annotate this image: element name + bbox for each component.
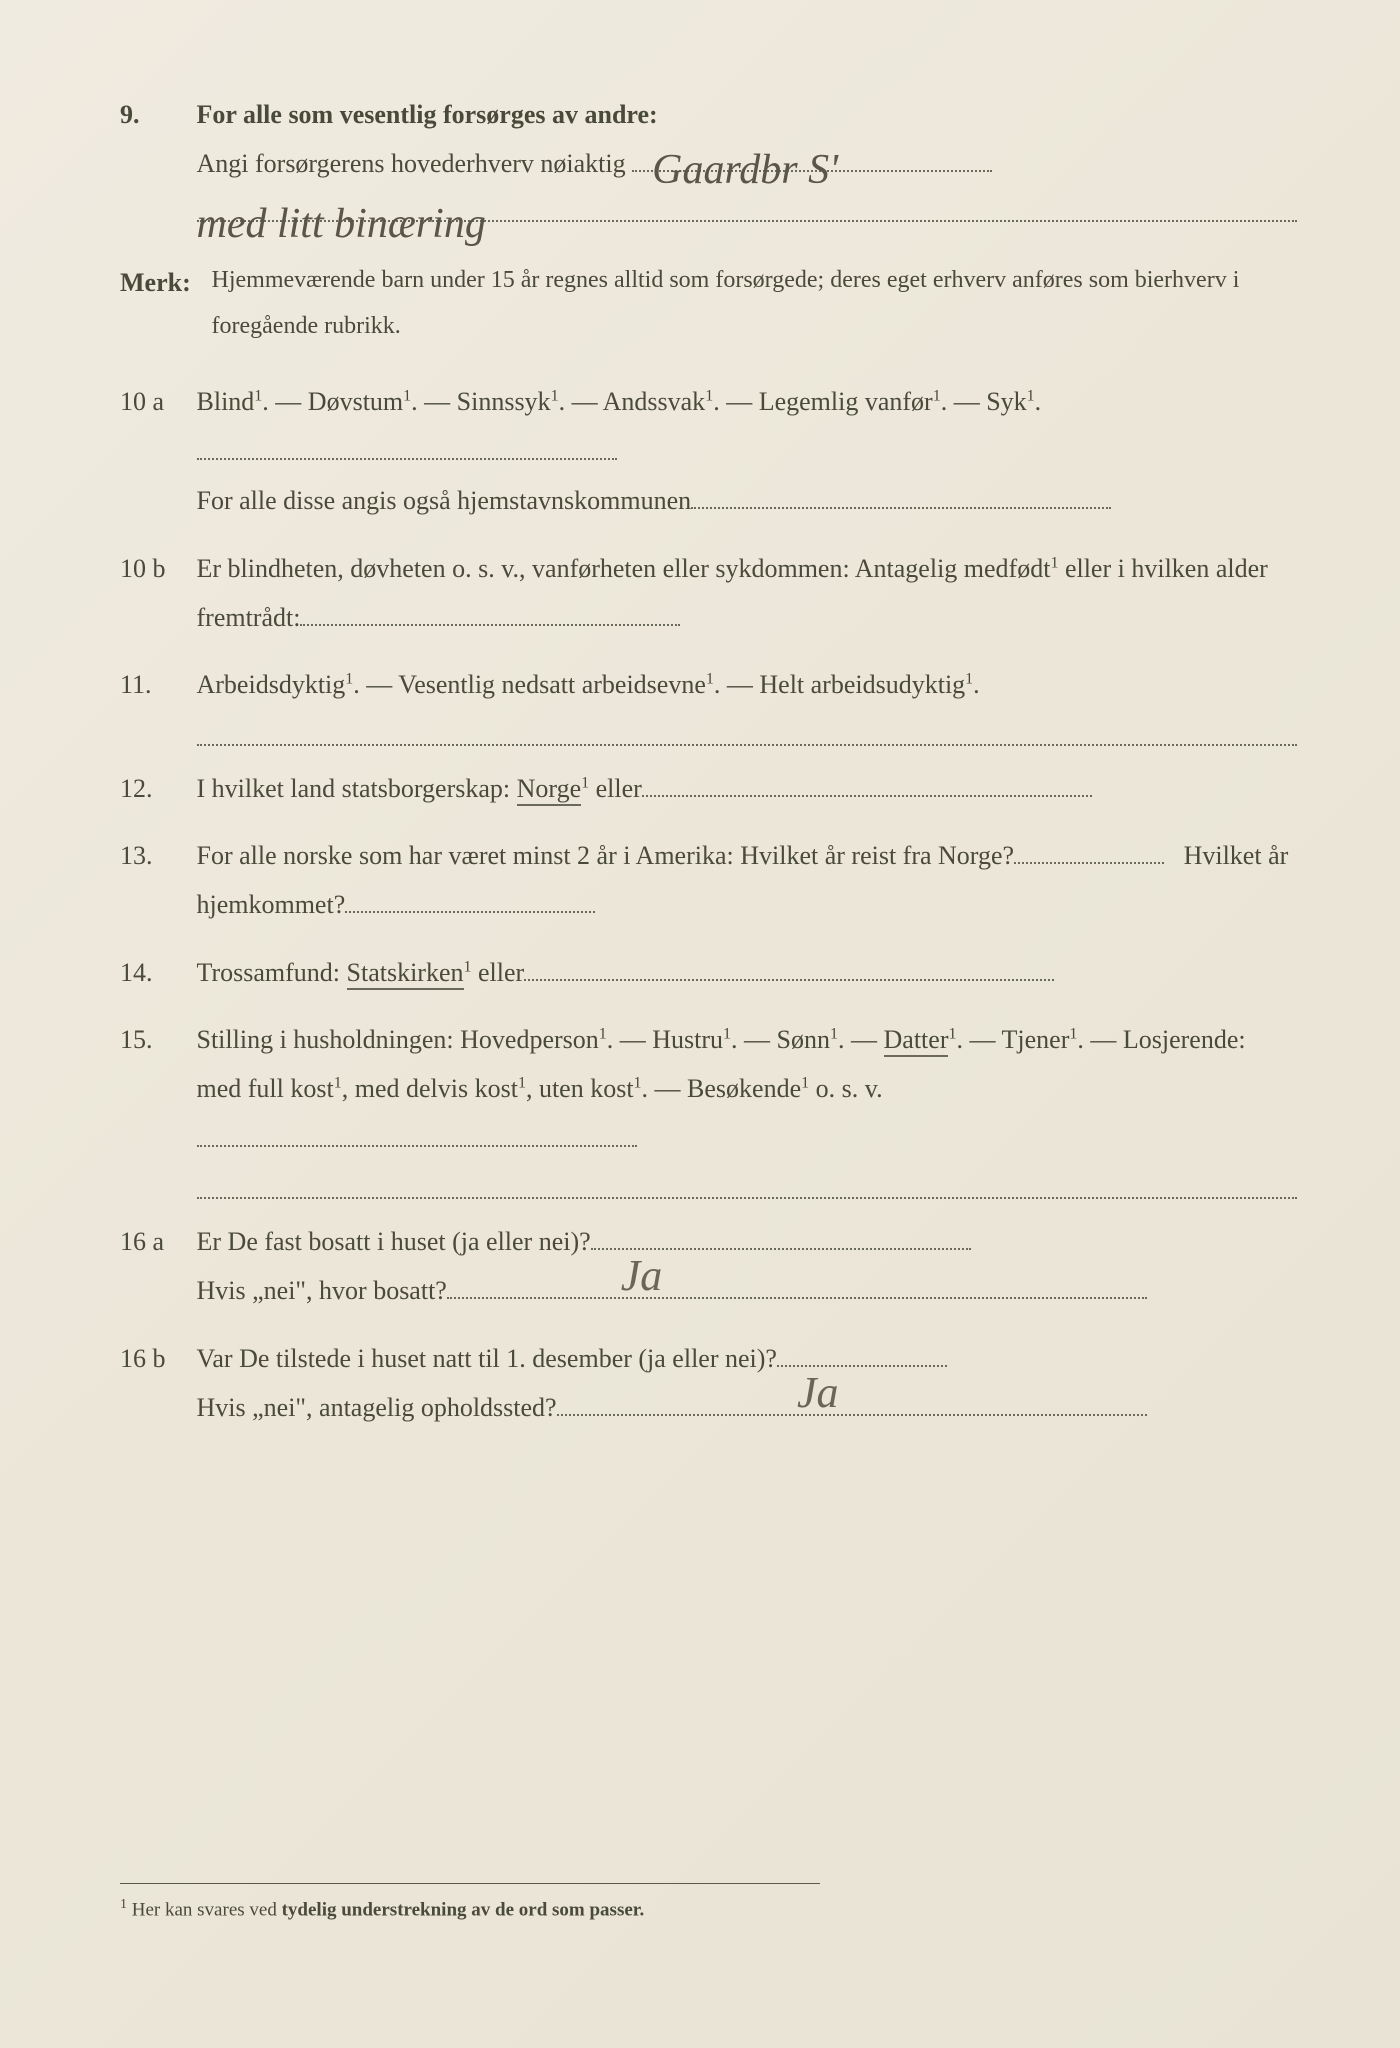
q12-norge: Norge [517,774,582,806]
q14-content: Trossamfund: Statskirken1 eller [197,948,1297,997]
q15-p5: . — Tjener [956,1025,1069,1054]
q16a-content: Er De fast bosatt i huset (ja eller nei)… [197,1217,1297,1316]
q15-pre: Stilling i husholdningen: Hovedperson [197,1025,599,1054]
q12-content: I hvilket land statsborgerskap: Norge1 e… [197,764,1297,813]
question-16a: 16 a Er De fast bosatt i huset (ja eller… [120,1217,1300,1316]
q13-fill2 [345,911,595,913]
merk-label: Merk: [120,258,205,307]
q9-number: 9. [120,90,190,139]
q11-content: Arbeidsdyktig1. — Vesentlig nedsatt arbe… [197,660,1297,745]
q10a-p0: Blind [197,387,255,416]
q10a-p6: . [1035,387,1042,416]
q10a-line2: For alle disse angis også hjemstavnskomm… [197,486,692,515]
q16a-text1: Er De fast bosatt i huset (ja eller nei)… [197,1227,591,1256]
q14-text2: eller [472,958,525,987]
q10a-fill2 [691,507,1111,509]
census-form-page: 9. For alle som vesentlig forsørges av a… [0,0,1400,2048]
q14-fill [524,979,1054,981]
q14-text1: Trossamfund: [197,958,347,987]
q12-fill [642,795,1092,797]
q9-fill-2: med litt binæring [197,220,1297,222]
q16b-fill2 [557,1414,1147,1416]
q15-p2: . — Hustru [607,1025,723,1054]
q10a-p1: . — Døvstum [262,387,403,416]
q16a-number: 16 a [120,1217,190,1266]
q10a-content: Blind1. — Døvstum1. — Sinnssyk1. — Andss… [197,377,1297,525]
q16b-handwritten: Ja [797,1351,839,1435]
q16b-text2: Hvis „nei", antagelig opholdssted? [197,1393,557,1422]
q15-p7: , med delvis kost [342,1074,518,1103]
q13-fill1 [1014,862,1164,864]
merk-text: Hjemmeværende barn under 15 år regnes al… [212,258,1297,349]
question-14: 14. Trossamfund: Statskirken1 eller [120,948,1300,997]
q10a-number: 10 a [120,377,190,426]
q11-number: 11. [120,660,190,709]
q10b-text: Er blindheten, døvheten o. s. v., vanfør… [197,554,1051,583]
q15-datter: Datter [884,1025,949,1057]
q11-fill [197,710,1297,746]
q15-fill2 [197,1163,1297,1199]
q16a-handwritten: Ja [621,1234,663,1318]
q9-content: For alle som vesentlig forsørges av andr… [197,90,1297,238]
q12-text2: eller [589,774,642,803]
q15-fill [197,1145,637,1147]
q10b-number: 10 b [120,544,190,593]
q10a-p5: . — Syk [941,387,1027,416]
q14-statskirken: Statskirken [347,958,464,990]
question-10a: 10 a Blind1. — Døvstum1. — Sinnssyk1. — … [120,377,1300,525]
footnote: 1 Her kan svares ved tydelig understrekn… [120,1883,820,1928]
q11-p3: . [973,670,980,699]
q16b-content: Var De tilstede i huset natt til 1. dese… [197,1334,1297,1433]
q13-content: For alle norske som har været minst 2 år… [197,831,1297,930]
q10b-content: Er blindheten, døvheten o. s. v., vanfør… [197,544,1297,643]
q13-text1: For alle norske som har været minst 2 år… [197,841,1015,870]
question-15: 15. Stilling i husholdningen: Hovedperso… [120,1015,1300,1199]
q16a-text2: Hvis „nei", hvor bosatt? [197,1276,447,1305]
q16b-fill: Ja [777,1365,947,1367]
q9-fill-1: Gaardbr S' [632,170,992,172]
q16b-text1: Var De tilstede i huset natt til 1. dese… [197,1344,777,1373]
q16a-fill2 [447,1297,1147,1299]
q15-p3: . — Sønn [731,1025,830,1054]
q15-p8: , uten kost [526,1074,634,1103]
q16a-fill: Ja [591,1248,971,1250]
q12-text1: I hvilket land statsborgerskap: [197,774,517,803]
q15-p9: . — Besøkende [642,1074,802,1103]
q9-handwritten-1: Gaardbr S' [652,152,838,190]
q9-title: For alle som vesentlig forsørges av andr… [197,100,658,129]
q10a-fill [197,458,617,460]
question-12: 12. I hvilket land statsborgerskap: Norg… [120,764,1300,813]
q13-number: 13. [120,831,190,880]
q10a-p2: . — Sinnssyk [411,387,550,416]
question-11: 11. Arbeidsdyktig1. — Vesentlig nedsatt … [120,660,1300,745]
question-13: 13. For alle norske som har været minst … [120,831,1300,930]
q9-handwritten-2: med litt binæring [197,206,486,244]
question-16b: 16 b Var De tilstede i huset natt til 1.… [120,1334,1300,1433]
q11-p2: . — Helt arbeidsudyktig [714,670,965,699]
question-10b: 10 b Er blindheten, døvheten o. s. v., v… [120,544,1300,643]
q10a-p3: . — Andssvak [559,387,706,416]
q11-p0: Arbeidsdyktig [197,670,346,699]
q15-p10: o. s. v. [809,1074,882,1103]
q15-p4: . — [838,1025,884,1054]
q12-number: 12. [120,764,190,813]
q11-p1: . — Vesentlig nedsatt arbeidsevne [353,670,706,699]
q16b-number: 16 b [120,1334,190,1383]
q10b-fill [300,624,680,626]
q15-content: Stilling i husholdningen: Hovedperson1. … [197,1015,1297,1199]
question-9: 9. For alle som vesentlig forsørges av a… [120,90,1300,238]
q15-number: 15. [120,1015,190,1064]
q9-label: Angi forsørgerens hovederhverv nøiaktig [197,149,626,178]
merk-note: Merk: Hjemmeværende barn under 15 år reg… [120,258,1300,349]
footnote-bold: tydelig understrekning av de ord som pas… [282,1899,645,1920]
q10a-p4: . — Legemlig vanfør [713,387,933,416]
q14-number: 14. [120,948,190,997]
